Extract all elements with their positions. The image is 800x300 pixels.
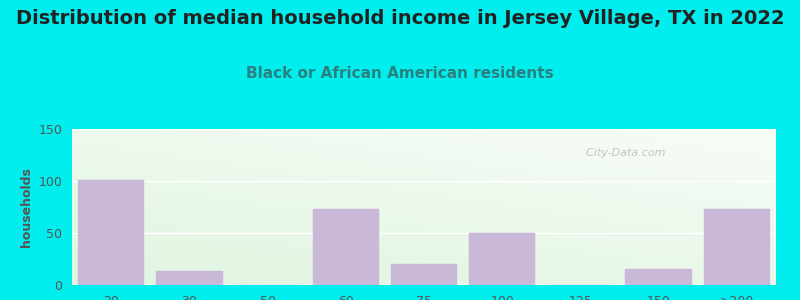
Bar [313, 209, 379, 285]
Y-axis label: households: households [20, 167, 33, 247]
Bar [390, 264, 458, 285]
Bar [469, 233, 535, 285]
Text: Distribution of median household income in Jersey Village, TX in 2022: Distribution of median household income … [16, 9, 784, 28]
Text: City-Data.com: City-Data.com [579, 148, 666, 158]
Bar [156, 272, 222, 285]
Bar [704, 209, 770, 285]
Bar [626, 269, 692, 285]
Text: Black or African American residents: Black or African American residents [246, 66, 554, 81]
Bar [78, 180, 144, 285]
